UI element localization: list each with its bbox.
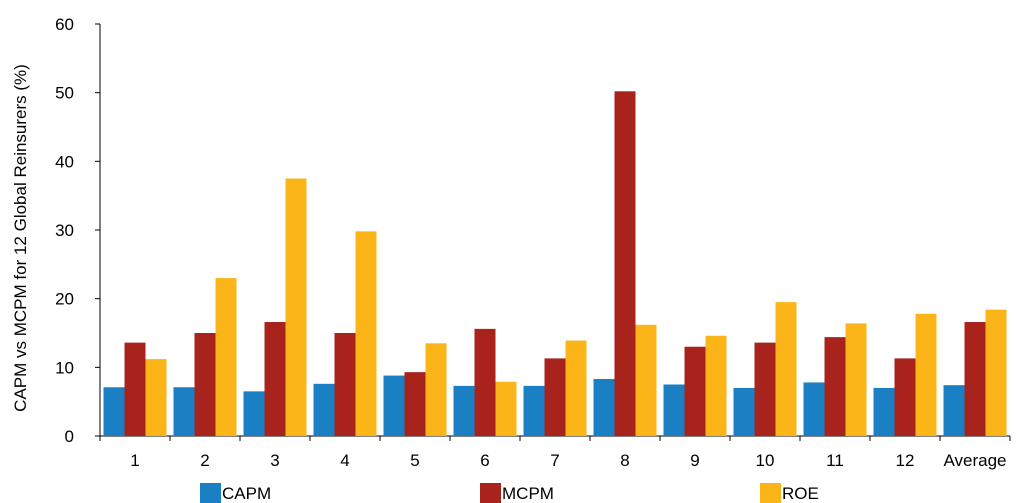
bar-capm-4 (314, 384, 335, 436)
bar-roe-1 (146, 359, 167, 436)
legend: CAPM MCPM ROE (200, 483, 819, 503)
bar-capm-7 (524, 386, 545, 436)
bar-capm-10 (734, 388, 755, 436)
bar-mcpm-7 (545, 358, 566, 436)
x-tick-label: 10 (756, 451, 775, 470)
x-tick-label: 8 (620, 451, 629, 470)
bar-capm-1 (104, 387, 125, 436)
bar-roe-2 (216, 278, 237, 436)
y-tick-labels: 0 10 20 30 40 50 60 (55, 15, 74, 446)
x-tick-labels: 1 2 3 4 5 6 7 8 9 10 11 12 Average (130, 451, 1006, 470)
bar-mcpm-average (965, 322, 986, 436)
bar-mcpm-8 (615, 91, 636, 436)
y-axis-label: CAPM vs MCPM for 12 Global Reinsurers (%… (11, 64, 30, 412)
bar-roe-9 (706, 336, 727, 436)
y-tick-label: 30 (55, 221, 74, 240)
bar-roe-8 (636, 325, 657, 436)
bar-roe-6 (496, 382, 517, 436)
y-axis-label-group: CAPM vs MCPM for 12 Global Reinsurers (%… (11, 64, 30, 412)
bar-capm-5 (384, 376, 405, 436)
bar-capm-8 (594, 379, 615, 436)
x-tick-label: 1 (130, 451, 139, 470)
bar-mcpm-12 (895, 358, 916, 436)
bar-capm-9 (664, 385, 685, 437)
bar-capm-average (944, 385, 965, 436)
bar-capm-11 (804, 382, 825, 436)
bar-mcpm-11 (825, 337, 846, 436)
bar-capm-2 (174, 387, 195, 436)
x-tick-label: 2 (200, 451, 209, 470)
x-tick-label: 12 (896, 451, 915, 470)
bar-capm-6 (454, 386, 475, 436)
legend-label-roe: ROE (782, 484, 819, 503)
x-tick-label: 7 (550, 451, 559, 470)
legend-swatch-mcpm (480, 483, 501, 503)
legend-swatch-roe (760, 483, 781, 503)
legend-label-mcpm: MCPM (502, 484, 554, 503)
x-tick-label: 3 (270, 451, 279, 470)
bar-roe-11 (846, 323, 867, 436)
y-tick-label: 50 (55, 84, 74, 103)
bar-roe-10 (776, 302, 797, 436)
bars (104, 91, 1007, 436)
bar-roe-5 (426, 343, 447, 436)
legend-swatch-capm (200, 483, 221, 503)
bar-mcpm-3 (265, 322, 286, 436)
bar-roe-12 (916, 314, 937, 436)
bar-capm-3 (244, 391, 265, 436)
bar-mcpm-1 (125, 343, 146, 436)
x-tick-label: 4 (340, 451, 349, 470)
y-tick-label: 0 (65, 427, 74, 446)
bar-mcpm-4 (335, 333, 356, 436)
bar-mcpm-9 (685, 347, 706, 436)
y-tick-label: 10 (55, 358, 74, 377)
x-tick-label: 5 (410, 451, 419, 470)
bar-roe-average (986, 310, 1007, 436)
x-tick-label: Average (943, 451, 1006, 470)
bar-mcpm-10 (755, 343, 776, 436)
bar-mcpm-2 (195, 333, 216, 436)
legend-label-capm: CAPM (222, 484, 271, 503)
y-tick-label: 20 (55, 290, 74, 309)
y-tick-label: 60 (55, 15, 74, 34)
bar-capm-12 (874, 388, 895, 436)
bar-roe-4 (356, 231, 377, 436)
bar-mcpm-6 (475, 329, 496, 436)
bar-roe-7 (566, 341, 587, 436)
y-tick-label: 40 (55, 152, 74, 171)
x-tick-label: 6 (480, 451, 489, 470)
x-tick-label: 9 (690, 451, 699, 470)
x-tick-label: 11 (826, 451, 844, 470)
bar-mcpm-5 (405, 372, 426, 436)
bar-roe-3 (286, 179, 307, 437)
